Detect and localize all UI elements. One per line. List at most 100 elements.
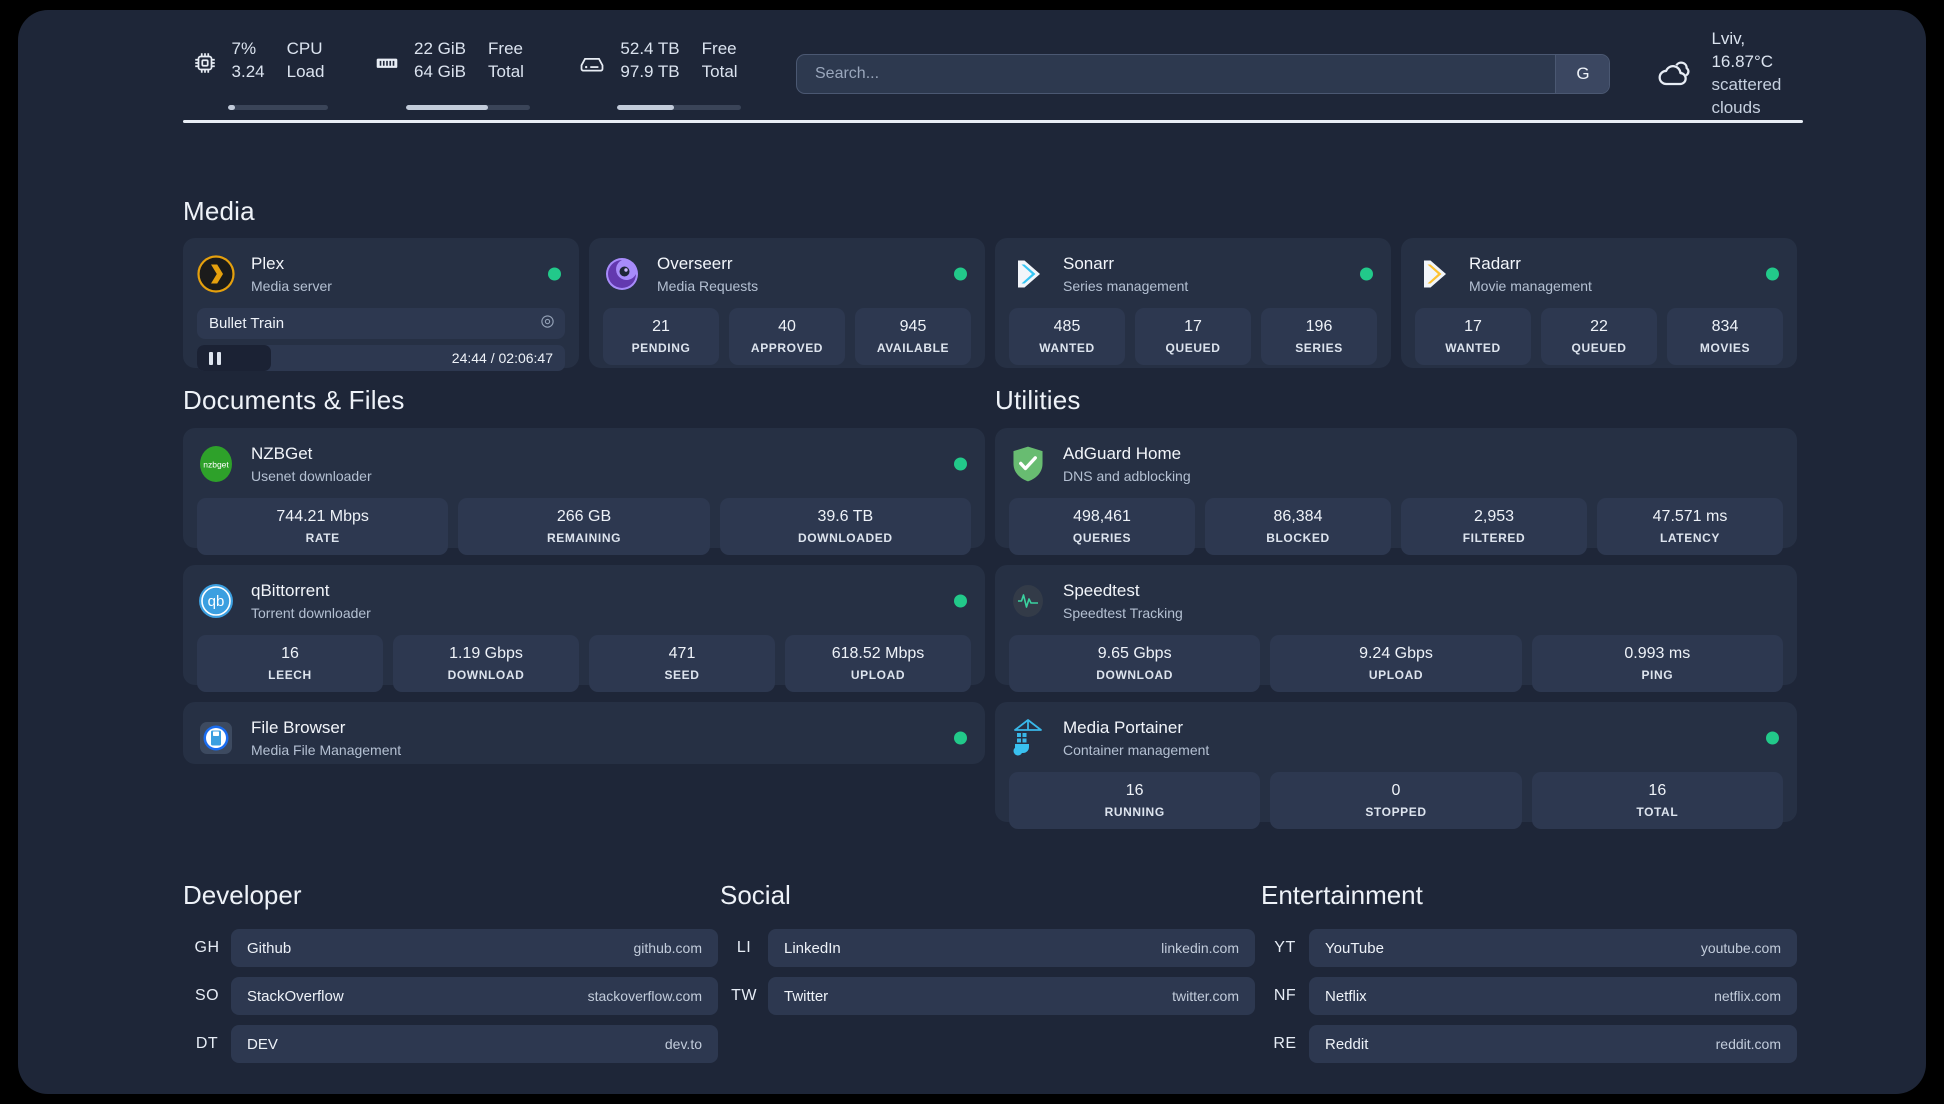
bookmark-group-title: Social — [720, 880, 791, 910]
stat-value: 16 — [1125, 782, 1144, 799]
stat-value: 40 — [778, 318, 796, 335]
stat-label: FILTERED — [1462, 531, 1526, 545]
card-radarr[interactable]: Radarr Movie management 17 WANTED 22 QUE… — [1401, 238, 1797, 368]
bookmark-item[interactable]: TW Twitter twitter.com — [720, 977, 1255, 1015]
svg-text:nzbget: nzbget — [203, 460, 229, 470]
stat-value: 47.571 ms — [1652, 508, 1728, 525]
bookmark-item[interactable]: LI LinkedIn linkedin.com — [720, 929, 1255, 967]
bookmark-link[interactable]: Github github.com — [231, 929, 718, 967]
ram-free: 22 GiB — [414, 39, 467, 59]
cpu-widget: 7% CPU 3.24 Load — [188, 38, 328, 110]
stat-label: WANTED — [1039, 341, 1095, 355]
card-subtitle: Media server — [251, 277, 332, 294]
bookmark-item[interactable]: GH Github github.com — [183, 929, 718, 967]
ram-total: 64 GiB — [414, 62, 467, 81]
bookmark-abbr: NF — [1273, 987, 1297, 1004]
stat-label: QUERIES — [1072, 531, 1132, 545]
search-engine-button[interactable]: G — [1555, 55, 1610, 93]
stat-label: QUEUED — [1165, 341, 1221, 355]
stat-tile: 1.19 Gbps DOWNLOAD — [393, 635, 579, 692]
card-title: qBittorrent — [251, 580, 330, 600]
search-input[interactable] — [797, 55, 1556, 93]
stat-value: 17 — [1464, 318, 1482, 335]
card-portainer[interactable]: Media Portainer Container management 16 … — [995, 702, 1797, 829]
now-playing-progress[interactable]: 24:44 / 02:06:47 — [197, 345, 565, 371]
stat-label: UPLOAD — [1368, 668, 1424, 682]
bookmark-url: linkedin.com — [1161, 940, 1239, 956]
card-nzbget[interactable]: nzbget NZBGet Usenet downloader 744.21 M… — [183, 428, 985, 555]
bookmark-link[interactable]: DEV dev.to — [231, 1025, 718, 1063]
bookmark-link[interactable]: StackOverflow stackoverflow.com — [231, 977, 718, 1015]
stat-tile: 21 PENDING — [603, 308, 719, 365]
status-badge — [1360, 267, 1373, 281]
disk-widget: 52.4 TB Free 97.9 TB Total — [575, 38, 741, 110]
stats-row: 17 WANTED 22 QUEUED 834 MOVIES — [1415, 308, 1783, 365]
bookmark-abbr: DT — [195, 1035, 219, 1052]
svg-text:qb: qb — [208, 593, 225, 610]
card-header: Overseerr Media Requests — [603, 252, 971, 296]
card-header: qb qBittorrent Torrent downloader — [197, 579, 971, 623]
stat-tile: 40 APPROVED — [729, 308, 845, 365]
bookmark-link[interactable]: Netflix netflix.com — [1309, 977, 1797, 1015]
now-playing-title-row[interactable]: Bullet Train — [197, 308, 565, 339]
bookmark-url: netflix.com — [1714, 988, 1781, 1004]
stat-value: 0.993 ms — [1624, 645, 1691, 662]
card-title: NZBGet — [251, 443, 313, 463]
stat-value: 0 — [1391, 782, 1401, 799]
weather-location-temp: Lviv, 16.87°C — [1711, 29, 1774, 72]
stats-row: 485 WANTED 17 QUEUED 196 SERIES — [1009, 308, 1377, 365]
stat-tile: 498,461 QUERIES — [1009, 498, 1195, 555]
card-subtitle: Media File Management — [251, 741, 402, 758]
card-filebrowser[interactable]: File Browser Media File Management — [183, 702, 985, 764]
stat-tile: 266 GB REMAINING — [458, 498, 710, 555]
dashboard-window: 7% CPU 3.24 Load 22 GiB Free — [18, 10, 1926, 1094]
bookmark-link[interactable]: Reddit reddit.com — [1309, 1025, 1797, 1063]
stat-tile: 618.52 Mbps UPLOAD — [785, 635, 971, 692]
stat-tile: 39.6 TB DOWNLOADED — [719, 498, 971, 555]
card-sonarr[interactable]: Sonarr Series management 485 WANTED 17 Q… — [995, 238, 1391, 368]
stat-label: DOWNLOADED — [797, 531, 893, 545]
bookmark-name: Reddit — [1325, 1035, 1369, 1053]
cpu-label-bottom: Load — [286, 62, 325, 81]
search-bar[interactable]: G — [796, 54, 1611, 94]
sonarr-icon — [1009, 255, 1047, 293]
stat-label: REMAINING — [546, 531, 622, 545]
stat-value: 16 — [281, 645, 299, 662]
stat-value: 471 — [668, 645, 696, 662]
card-plex[interactable]: Plex Media server Bullet Train 24:44 / 0… — [183, 238, 579, 371]
card-qbittorrent[interactable]: qb qBittorrent Torrent downloader 16 LEE… — [183, 565, 985, 692]
stat-tile: 744.21 Mbps RATE — [197, 498, 449, 555]
bookmark-url: dev.to — [664, 1036, 702, 1052]
stat-label: RATE — [305, 531, 340, 545]
bookmark-item[interactable]: NF Netflix netflix.com — [1261, 977, 1797, 1015]
card-speedtest[interactable]: Speedtest Speedtest Tracking 9.65 Gbps D… — [995, 565, 1797, 692]
bookmark-link[interactable]: Twitter twitter.com — [768, 977, 1255, 1015]
stat-label: STOPPED — [1365, 805, 1427, 819]
stat-label: SEED — [664, 668, 700, 682]
bookmark-item[interactable]: YT YouTube youtube.com — [1261, 929, 1797, 967]
portainer-icon — [1009, 719, 1047, 757]
stat-tile: 86,384 BLOCKED — [1205, 498, 1391, 555]
cpu-percent: 7% — [231, 39, 257, 59]
bookmark-item[interactable]: SO StackOverflow stackoverflow.com — [183, 977, 718, 1015]
bookmark-name: Github — [247, 939, 292, 957]
bookmark-link[interactable]: YouTube youtube.com — [1309, 929, 1797, 967]
pause-icon[interactable] — [209, 351, 221, 365]
stats-row: 21 PENDING 40 APPROVED 945 AVAILABLE — [603, 308, 971, 365]
stat-label: MOVIES — [1699, 341, 1751, 355]
gear-icon[interactable] — [540, 314, 555, 334]
status-badge — [1766, 731, 1779, 745]
card-overseerr[interactable]: Overseerr Media Requests 21 PENDING 40 A… — [589, 238, 985, 368]
bookmark-name: StackOverflow — [247, 987, 344, 1005]
bookmark-item[interactable]: DT DEV dev.to — [183, 1025, 718, 1063]
bookmark-item[interactable]: RE Reddit reddit.com — [1261, 1025, 1797, 1063]
card-header: Radarr Movie management — [1415, 252, 1783, 296]
card-subtitle: Speedtest Tracking — [1063, 604, 1183, 621]
bookmark-link[interactable]: LinkedIn linkedin.com — [768, 929, 1255, 967]
card-adguard[interactable]: AdGuard Home DNS and adblocking 498,461 … — [995, 428, 1797, 555]
disk-label-bottom: Total — [701, 62, 738, 81]
card-subtitle: Movie management — [1469, 277, 1592, 294]
stat-value: 266 GB — [556, 508, 612, 525]
stat-tile: 9.24 Gbps UPLOAD — [1270, 635, 1522, 692]
stat-tile: 471 SEED — [589, 635, 775, 692]
